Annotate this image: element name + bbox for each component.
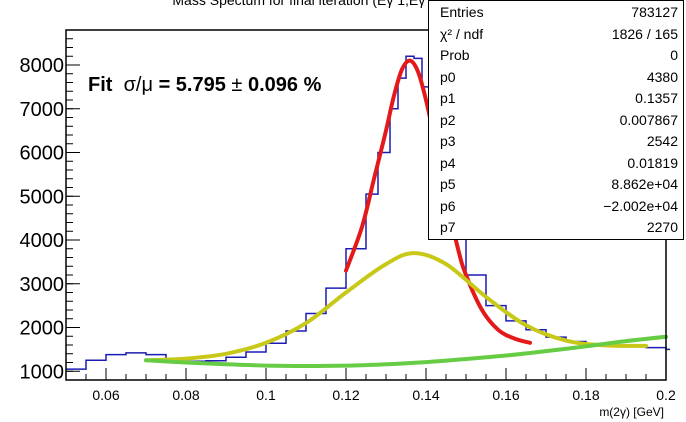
stat-row: p1 0.1357 [429,90,683,108]
x-tick-label: 0.18 [572,387,599,403]
y-tick-label: 4000 [20,230,65,252]
stat-value: 0.01819 [627,154,678,171]
stat-value: −2.002e+04 [603,197,678,214]
fit-annotation: Fit σ/μ = 5.795 ± 0.096 % [88,74,321,97]
stat-row: Prob 0 [429,47,683,65]
stat-row: χ² / ndf 1826 / 165 [429,26,683,44]
y-tick-label: 2000 [20,318,65,340]
stat-key: p1 [440,90,456,106]
y-tick-label: 3000 [20,274,65,296]
stat-key: p6 [440,197,456,214]
stat-value: 0.007867 [619,111,678,128]
stat-row: p0 4380 [429,69,683,87]
y-tick-label: 1000 [20,361,65,383]
stat-value: 0 [670,47,678,63]
x-tick-label: 0.12 [332,387,359,403]
stat-value: 2542 [646,133,678,149]
stat-key: Entries [440,4,484,20]
stat-row: p6 −2.002e+04 [429,198,683,216]
stat-value: 0.1357 [635,90,678,106]
stat-key: χ² / ndf [440,25,484,42]
y-tick-label: 5000 [20,186,65,208]
x-tick-label: 0.06 [92,387,119,403]
stat-value: 8.862e+04 [611,176,678,192]
fit-curve-2 [144,251,648,363]
y-tick-label: 8000 [20,55,65,77]
fit-curve-3 [144,334,668,369]
fit-symbol: σ/μ [123,74,153,96]
stat-value: 4380 [646,68,678,85]
stat-value: 1826 / 165 [611,25,678,42]
x-tick-label: 0.1 [256,387,276,403]
y-tick-label: 7000 [20,99,65,121]
stat-row: p7 2270 [429,219,683,237]
x-tick-label: 0.16 [492,387,519,403]
stat-row: p3 2542 [429,133,683,151]
stat-row: p2 0.007867 [429,112,683,130]
stat-row: p5 8.862e+04 [429,176,683,194]
fit-error: 0.096 % [247,74,322,96]
fit-curve-1 [344,58,532,345]
stat-row: Entries 783127 [429,4,683,22]
stat-key: Prob [440,47,470,63]
fit-prefix: Fit [88,74,113,96]
stat-key: p4 [440,154,456,171]
x-axis-label: m(2γ) [GeV] [599,405,664,419]
fit-pm: ± [231,74,243,96]
stat-key: p7 [440,219,456,235]
x-tick-label: 0.2 [656,387,676,403]
stat-key: p2 [440,111,456,128]
stat-key: p0 [440,68,456,85]
chart-title: Mass Spectum for final iteration (Eγ 1,E… [172,0,514,8]
x-tick-label: 0.14 [412,387,439,403]
x-tick-label: 0.08 [172,387,199,403]
statistics-box: Entries 783127 χ² / ndf 1826 / 165 Prob 0 p0 43… [428,0,684,240]
stat-value: 783127 [631,4,678,20]
y-tick-label: 6000 [20,143,65,165]
stat-row: p4 0.01819 [429,155,683,173]
stat-key: p3 [440,133,456,149]
fit-value: = 5.795 [158,74,226,96]
stat-key: p5 [440,176,456,192]
stat-value: 2270 [646,219,678,235]
